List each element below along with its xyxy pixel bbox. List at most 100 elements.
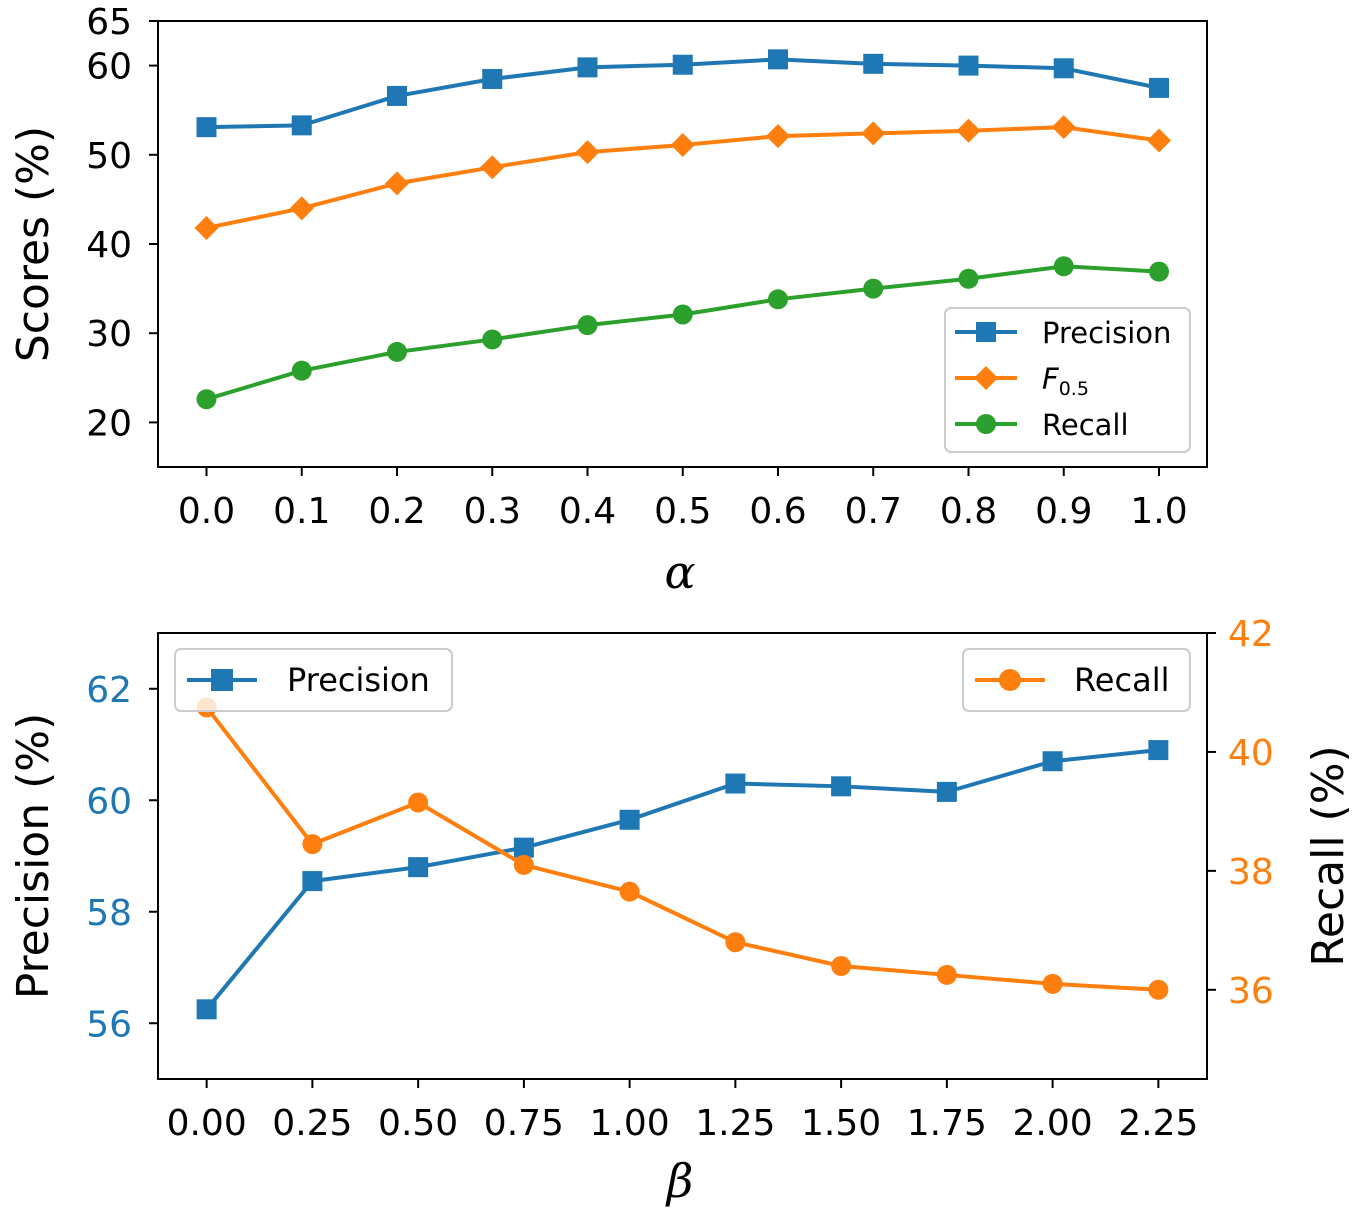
y-tick-label-left-bottom: 58: [86, 893, 132, 934]
y-axis-title-right-bottom: Recall (%): [1303, 745, 1354, 966]
legend-precision-bottom: Precision: [174, 648, 453, 712]
x-axis-bottom: 0.00 0.25 0.50 0.75 1.00 1.25 1.50 1.75 2.00 2.25: [167, 1079, 1198, 1144]
x-tick-label-bottom: 0.00: [167, 1103, 247, 1144]
data-point-top-0: [672, 54, 693, 75]
legend-recall-bottom: Recall: [962, 648, 1191, 712]
data-point-bottom-0: [1148, 740, 1169, 761]
legend-marker-recall: [976, 414, 996, 434]
data-point-top-2: [958, 268, 979, 289]
data-point-top-1: [861, 121, 886, 146]
data-point-bottom-1: [936, 964, 957, 985]
legend-box-precision: [174, 648, 453, 712]
data-point-bottom-0: [831, 776, 852, 797]
x-tick-label-bottom: 1.75: [907, 1103, 987, 1144]
series-line-bottom-0: [205, 748, 1159, 1011]
series-group-bottom: [196, 697, 1169, 1020]
x-tick-label-top: 0.6: [749, 491, 806, 532]
data-point-bottom-0: [196, 999, 217, 1020]
data-point-top-0: [1149, 77, 1169, 98]
data-point-top-1: [670, 132, 695, 157]
x-tick-label-bottom: 1.00: [590, 1103, 670, 1144]
data-point-bottom-0: [1042, 751, 1063, 772]
data-point-bottom-1: [1148, 979, 1169, 1000]
data-point-bottom-0: [619, 809, 640, 830]
data-point-top-0: [291, 115, 312, 136]
plot-frame-bottom: [157, 632, 1208, 1080]
data-point-top-2: [863, 278, 884, 299]
y-tick-label-top: 40: [86, 225, 132, 266]
data-point-top-1: [289, 196, 314, 221]
data-point-top-0: [1053, 58, 1074, 79]
legend-label-f05-main: F: [1042, 362, 1060, 396]
legend-label-f05-sub: 0.5: [1059, 378, 1089, 400]
data-point-top-0: [863, 53, 884, 74]
y-tick-label-right-bottom: 36: [1228, 971, 1274, 1012]
data-point-bottom-1: [302, 834, 323, 855]
y-tick-label-top: 30: [86, 314, 132, 355]
data-point-top-1: [194, 215, 219, 240]
legend-label-f05: F0.5: [1042, 362, 1089, 400]
data-point-bottom-0: [513, 837, 534, 858]
data-point-top-1: [575, 140, 600, 165]
legend-label-precision: Precision: [1042, 316, 1171, 350]
data-point-bottom-1: [619, 881, 640, 902]
legend-marker-recall-bottom: [999, 669, 1021, 691]
y-tick-label-right-bottom: 40: [1228, 733, 1274, 774]
data-point-top-1: [956, 118, 981, 143]
x-axis-title-bottom: β: [665, 1154, 694, 1208]
data-point-top-2: [768, 289, 788, 310]
data-point-top-0: [196, 117, 217, 138]
data-point-bottom-0: [936, 781, 957, 802]
data-point-top-1: [1147, 128, 1171, 153]
chart-alpha: 0.0 0.1 0.2 0.3 0.4 0.5 0.6 0.7 0.8 0.9 1.0 20 30 40…: [8, 2, 1208, 599]
legend-box-top: [944, 307, 1191, 453]
y-tick-label-top: 65: [86, 2, 132, 43]
x-tick-label-top: 0.3: [464, 491, 521, 532]
legend-marker-precision-bottom: [211, 669, 233, 691]
legend-label-recall: Recall: [1042, 408, 1129, 442]
y-axis-left-bottom: 56 58 60 62: [86, 670, 158, 1045]
data-point-top-0: [768, 49, 788, 70]
data-point-bottom-0: [302, 871, 323, 892]
x-tick-label-top: 0.1: [273, 491, 330, 532]
data-point-bottom-1: [408, 792, 429, 813]
data-point-top-2: [1149, 261, 1169, 282]
data-point-top-2: [577, 315, 598, 336]
data-point-bottom-1: [1042, 973, 1063, 994]
data-point-top-1: [1051, 115, 1076, 140]
x-axis-top: 0.0 0.1 0.2 0.3 0.4 0.5 0.6 0.7 0.8 0.9 1.0: [178, 467, 1188, 532]
data-point-bottom-1: [725, 932, 746, 953]
data-point-bottom-1: [831, 956, 852, 977]
legend-marker-f05: [974, 366, 998, 390]
x-tick-label-top: 0.4: [559, 491, 616, 532]
legend-label-precision-bottom: Precision: [287, 661, 430, 699]
legend-label-recall-bottom: Recall: [1074, 661, 1169, 699]
x-axis-title-top: α: [664, 545, 695, 599]
y-tick-label-top: 20: [86, 403, 132, 444]
series-group-top: [194, 49, 1171, 410]
data-point-bottom-1: [513, 854, 534, 875]
series-line-bottom-1: [205, 706, 1159, 992]
y-tick-label-top: 60: [86, 47, 132, 88]
y-tick-label-left-bottom: 62: [86, 670, 132, 711]
data-point-bottom-0: [725, 773, 746, 794]
x-tick-label-top: 0.8: [940, 491, 997, 532]
x-tick-label-bottom: 0.75: [484, 1103, 564, 1144]
data-point-top-2: [291, 360, 312, 381]
x-tick-label-top: 0.5: [654, 491, 711, 532]
y-tick-label-left-bottom: 56: [86, 1004, 132, 1045]
data-point-top-0: [958, 55, 979, 76]
y-tick-label-top: 50: [86, 136, 132, 177]
data-point-top-2: [387, 341, 407, 362]
x-tick-label-top: 1.0: [1130, 491, 1187, 532]
data-point-top-2: [672, 304, 693, 325]
x-tick-label-top: 0.0: [178, 491, 235, 532]
y-axis-title-left-bottom: Precision (%): [8, 713, 59, 999]
x-tick-label-top: 0.2: [368, 491, 425, 532]
data-point-top-2: [196, 389, 217, 410]
y-axis-title-top: Scores (%): [8, 126, 59, 362]
x-tick-label-bottom: 1.50: [801, 1103, 881, 1144]
y-tick-label-right-bottom: 38: [1228, 852, 1274, 893]
